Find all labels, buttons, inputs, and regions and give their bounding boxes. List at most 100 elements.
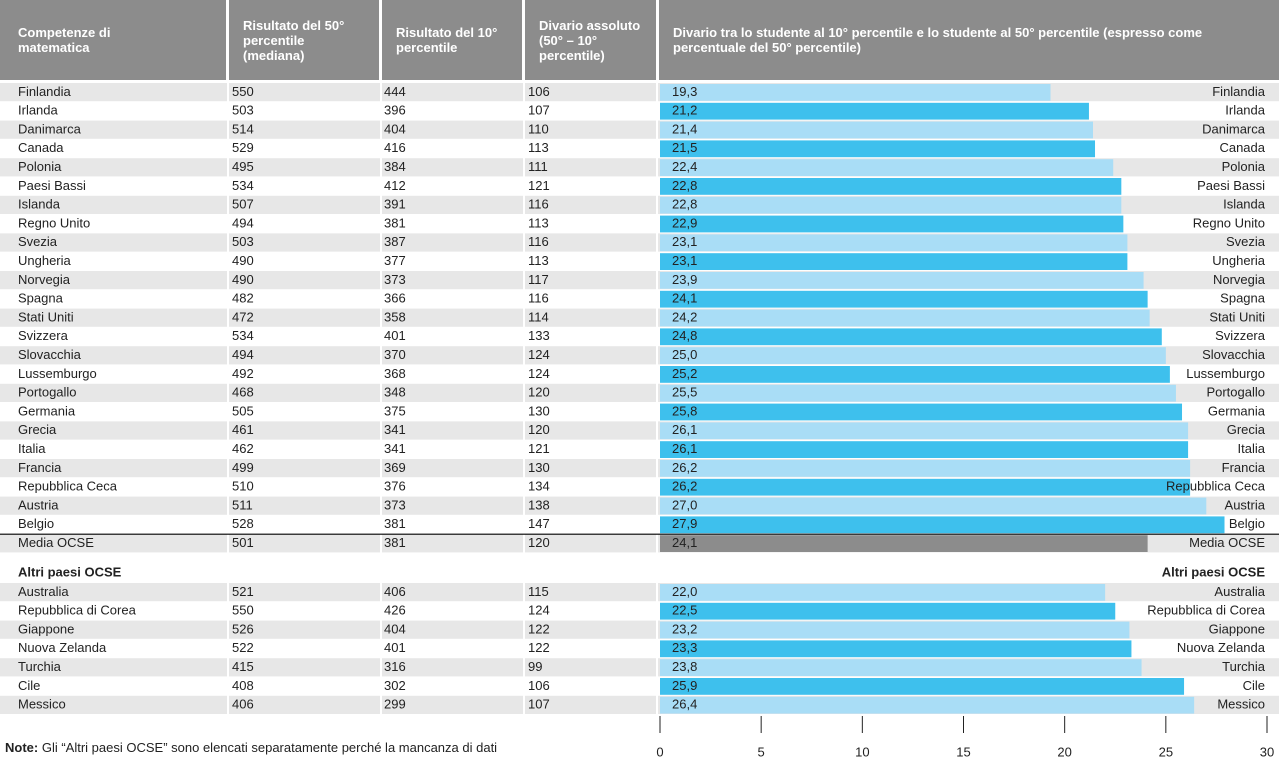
table-cell: 461 [232,422,254,437]
row-bg [229,139,380,158]
row-bg [382,158,523,177]
table-cell: 107 [528,697,550,712]
row-bg [525,327,656,346]
bar-category-label: Germania [1208,403,1266,418]
x-tick-label: 25 [1159,744,1173,759]
row-bg [229,477,380,496]
bar-category-label: Austria [1225,497,1266,512]
row-bg [229,101,380,120]
value-label: 27,9 [672,516,697,531]
value-label: 23,1 [672,234,697,249]
row-label: Norvegia [18,272,71,287]
row-label: Giappone [18,621,74,636]
bar [660,347,1166,364]
bar [660,696,1195,714]
table-cell: 511 [232,497,253,512]
row-label: Finlandia [18,84,72,99]
row-bg [0,677,227,696]
table-cell: 138 [528,497,550,512]
row-bg [0,271,227,290]
table-cell: 468 [232,385,254,400]
table-cell: 521 [232,584,254,599]
table-cell: 416 [384,140,406,155]
row-label: Turchia [18,659,62,674]
bar [660,309,1150,327]
row-label: Svizzera [18,328,69,343]
table-cell: 121 [528,178,550,193]
row-bg [0,583,227,602]
row-bg [229,158,380,177]
table-cell: 299 [384,697,406,712]
row-bg [229,515,380,534]
row-bg [229,601,380,620]
header-cell: Risultato del 10° percentile [382,0,522,80]
row-bg [382,658,523,677]
row-label: Spagna [18,291,64,306]
row-label: Portogallo [18,385,77,400]
row-label: Australia [18,584,69,599]
header-cell: Risultato del 50° percentile (mediana) [229,0,379,80]
table-cell: 147 [528,516,550,531]
row-label: Cile [18,678,40,693]
row-bg [525,214,656,233]
row-bg [229,677,380,696]
table-cell: 529 [232,140,254,155]
bar [660,640,1132,658]
value-label: 25,2 [672,366,697,381]
bar [660,253,1128,270]
table-cell: 113 [528,215,549,230]
row-bg [382,177,523,196]
row-bg [229,383,380,402]
row-bg [0,289,227,308]
row-bg [229,195,380,214]
row-label: Stati Uniti [18,309,74,324]
table-cell: 482 [232,291,254,306]
row-label: Lussemburgo [18,366,97,381]
note-label: Note: [5,740,39,755]
row-bg [382,233,523,252]
row-label: Polonia [18,159,62,174]
table-cell: 124 [528,347,550,362]
value-label: 22,9 [672,215,697,230]
table-cell: 528 [232,516,254,531]
bar [660,403,1183,421]
row-bg [382,620,523,639]
row-label: Islanda [18,197,61,212]
value-label: 24,2 [672,309,697,324]
row-bg [229,120,380,139]
header-text: Risultato del 10° percentile [396,25,498,55]
row-bg [525,496,656,515]
row-bg [229,695,380,714]
table-cell: 401 [384,328,406,343]
row-bg [525,195,656,214]
row-bg [229,639,380,658]
row-bg [0,139,227,158]
bar-category-label: Grecia [1227,422,1266,437]
value-label: 24,1 [672,291,697,306]
bar [660,366,1170,383]
row-bg [229,620,380,639]
row-label: Francia [18,460,62,475]
row-bg [382,83,523,102]
row-bg [0,440,227,459]
table-cell: 122 [528,621,550,636]
table-cell: 341 [384,441,406,456]
row-bg [525,101,656,120]
bar [660,659,1142,676]
value-label: 21,5 [672,140,697,155]
value-label: 27,0 [672,497,697,512]
value-label: 23,3 [672,640,697,655]
row-bg [229,271,380,290]
row-bg [0,158,227,177]
bar-category-label: Ungheria [1212,253,1266,268]
table-cell: 381 [384,516,406,531]
row-bg [525,477,656,496]
bar [660,584,1106,601]
value-label: 23,2 [672,621,697,636]
bar [660,478,1191,496]
row-bg [229,583,380,602]
bar-category-label: Regno Unito [1193,215,1265,230]
header-text: Competenze di matematica [18,25,111,55]
table-cell: 366 [384,291,406,306]
